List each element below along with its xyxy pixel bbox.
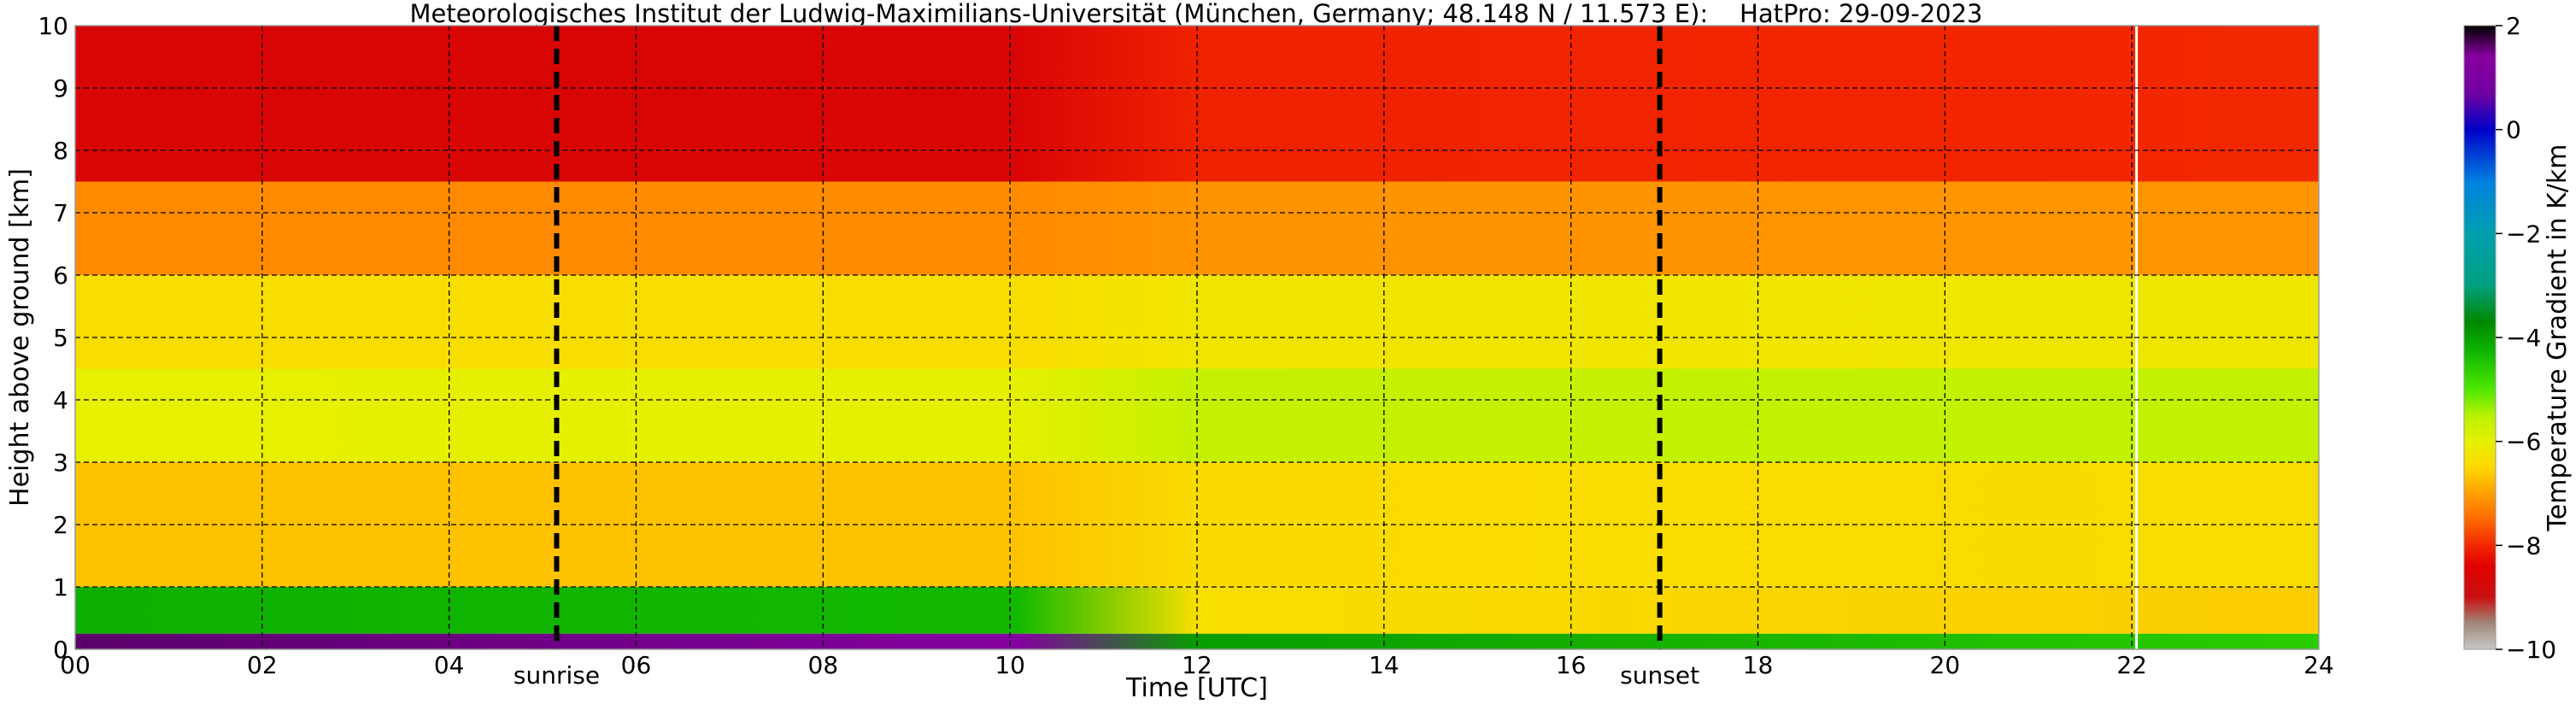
sun-markers: sunrise sunset — [513, 26, 1699, 689]
x-tick-label: 08 — [808, 651, 839, 679]
grid-lines — [75, 26, 2319, 649]
colorbar-label: Temperature Gradient in K/km — [2543, 144, 2573, 532]
x-tick-label: 14 — [1369, 651, 1399, 679]
sunrise-label: sunrise — [513, 661, 600, 689]
x-tick-label: 10 — [995, 651, 1025, 679]
y-tick-label: 6 — [53, 261, 68, 290]
y-tick-label: 8 — [53, 137, 68, 165]
plot-frame — [74, 25, 2320, 650]
colorbar-tick-label: 2 — [2506, 12, 2521, 40]
colorbar-tick-label: −6 — [2506, 428, 2541, 456]
y-axis-label: Height above ground [km] — [5, 168, 35, 507]
x-tick-label: 06 — [621, 651, 652, 679]
colorbar-tick-label: −8 — [2506, 531, 2541, 560]
x-axis-label: Time [UTC] — [1125, 673, 1268, 703]
colorbar-tick-labels: 2 0 −2 −4 −6 −8 −10 — [2496, 12, 2556, 664]
colorbar-tick-label: −2 — [2506, 220, 2541, 248]
x-tick-labels: 00 02 04 06 08 10 12 14 16 18 20 22 24 — [60, 651, 2334, 679]
x-tick-label: 12 — [1182, 651, 1212, 679]
y-tick-labels: 0 1 2 3 4 5 6 7 8 9 10 — [38, 12, 68, 664]
y-tick-label: 2 — [53, 511, 68, 539]
x-tick-label: 04 — [434, 651, 465, 679]
x-tick-label: 16 — [1556, 651, 1587, 679]
colorbar-tick-label: −10 — [2506, 636, 2556, 664]
colorbar-tick-label: −4 — [2506, 324, 2541, 352]
colorbar — [2463, 25, 2497, 650]
y-tick-label: 4 — [53, 386, 68, 414]
y-tick-label: 10 — [38, 12, 68, 40]
x-tick-label: 24 — [2303, 651, 2334, 679]
x-tick-label: 20 — [1930, 651, 1961, 679]
y-tick-label: 5 — [53, 324, 68, 352]
chart-title: Meteorologisches Institut der Ludwig-Max… — [409, 0, 1982, 28]
y-tick-label: 3 — [53, 449, 68, 477]
sunset-label: sunset — [1620, 661, 1699, 689]
y-tick-label: 7 — [53, 199, 68, 227]
x-tick-label: 00 — [60, 651, 91, 679]
colorbar-tick-label: 0 — [2506, 116, 2521, 144]
x-tick-label: 18 — [1743, 651, 1774, 679]
y-tick-label: 9 — [53, 74, 68, 103]
y-tick-label: 1 — [53, 573, 68, 601]
x-tick-label: 22 — [2116, 651, 2147, 679]
x-tick-label: 02 — [247, 651, 278, 679]
y-tick-label: 0 — [53, 636, 68, 664]
